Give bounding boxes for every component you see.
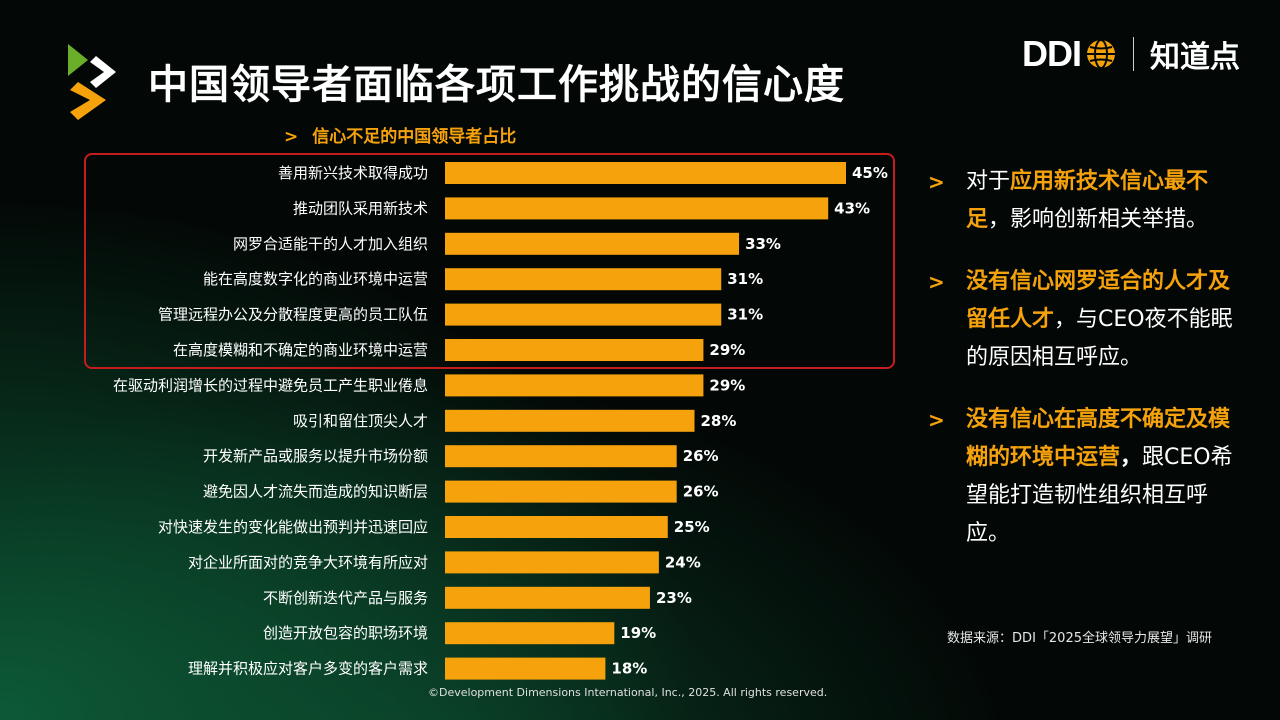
chart-title: > 信心不足的中国领导者占比 <box>284 122 516 147</box>
bar <box>445 516 668 538</box>
bar <box>445 232 740 255</box>
ddi-logo: DDI <box>1022 33 1082 74</box>
category-label: 创造开放包容的职场环境 <box>263 624 428 642</box>
value-label: 33% <box>745 235 781 253</box>
chevron-right-icon: > <box>284 127 299 147</box>
category-label: 避免因人才流失而造成的知识断层 <box>203 483 428 501</box>
category-label: 善用新兴技术取得成功 <box>278 164 428 182</box>
bar <box>445 374 704 397</box>
bar <box>445 197 829 220</box>
category-label: 推动团队采用新技术 <box>293 199 428 217</box>
bar <box>445 339 704 361</box>
chevron-right-icon: > <box>928 270 945 294</box>
bar <box>445 586 650 609</box>
note-item: > 没有信心在高度不确定及模糊的环境中运营，跟CEO希望能打造韧性组织相互呼应。 <box>928 401 1248 553</box>
category-label: 网罗合适能干的人才加入组织 <box>233 235 428 253</box>
note-text: 没有信心网罗适合的人才及留任人才，与CEO夜不能眠的原因相互呼应。 <box>966 269 1233 370</box>
data-source: 数据来源：DDI「2025全球领导力展望」调研 <box>947 631 1212 646</box>
globe-icon <box>1087 39 1115 69</box>
chevron-arrows-icon <box>68 44 116 120</box>
bar <box>445 409 695 432</box>
value-label: 26% <box>683 447 719 465</box>
value-label: 28% <box>701 412 737 430</box>
value-label: 31% <box>727 306 763 324</box>
value-label: 25% <box>674 518 710 536</box>
chevron-right-icon: > <box>928 170 945 194</box>
brand-divider <box>1133 37 1134 71</box>
chart-title-text: 信心不足的中国领导者占比 <box>312 127 517 147</box>
page-title: 中国领导者面临各项工作挑战的信心度 <box>148 62 845 108</box>
bar <box>445 162 846 184</box>
category-label: 在驱动利润增长的过程中避免员工产生职业倦息 <box>113 376 428 394</box>
copyright: ©Development Dimensions International, I… <box>428 686 828 699</box>
bar-chart: 善用新兴技术取得成功 45% 推动团队采用新技术 43% 网罗合适能干的人才加入组织 33… <box>113 162 888 680</box>
insight-notes: > 对于应用新技术信心最不足，影响创新相关举措。 > 没有信心网罗适合的人才及留… <box>928 163 1248 577</box>
highlight-box <box>84 153 895 369</box>
category-label: 对快速发生的变化能做出预判并迅速回应 <box>158 518 428 536</box>
value-label: 29% <box>709 341 745 359</box>
category-label: 开发新产品或服务以提升市场份额 <box>203 447 428 465</box>
value-label: 19% <box>620 624 656 642</box>
note-text: 对于应用新技术信心最不足，影响创新相关举措。 <box>966 169 1209 232</box>
bar <box>445 268 722 291</box>
bar <box>445 551 659 574</box>
value-label: 29% <box>709 376 745 394</box>
value-label: 24% <box>665 553 701 571</box>
bar <box>445 657 606 680</box>
bar <box>445 480 677 503</box>
brand-logos: DDI 知道点 <box>1022 32 1240 76</box>
category-label: 不断创新迭代产品与服务 <box>263 589 428 607</box>
value-label: 31% <box>727 270 763 288</box>
note-item: > 对于应用新技术信心最不足，影响创新相关举措。 <box>928 163 1248 239</box>
category-label: 理解并积极应对客户多变的客户需求 <box>188 660 428 678</box>
note-item: > 没有信心网罗适合的人才及留任人才，与CEO夜不能眠的原因相互呼应。 <box>928 263 1248 377</box>
value-label: 43% <box>834 199 870 217</box>
category-label: 吸引和留住顶尖人才 <box>293 412 428 430</box>
zhidao-logo: 知道点 <box>1150 40 1240 75</box>
category-label: 对企业所面对的竞争大环境有所应对 <box>188 553 428 571</box>
bar <box>445 622 615 645</box>
category-label: 在高度模糊和不确定的商业环境中运营 <box>173 341 428 359</box>
note-text: 没有信心在高度不确定及模糊的环境中运营，跟CEO希望能打造韧性组织相互呼应。 <box>966 407 1233 546</box>
value-label: 23% <box>656 589 692 607</box>
category-label: 能在高度数字化的商业环境中运营 <box>203 270 428 288</box>
value-label: 18% <box>611 660 647 678</box>
category-label: 管理远程办公及分散程度更高的员工队伍 <box>158 306 428 324</box>
bar <box>445 303 722 326</box>
bar <box>445 445 677 468</box>
chevron-right-icon: > <box>928 408 945 432</box>
value-label: 26% <box>683 483 719 501</box>
value-label: 45% <box>852 164 888 182</box>
